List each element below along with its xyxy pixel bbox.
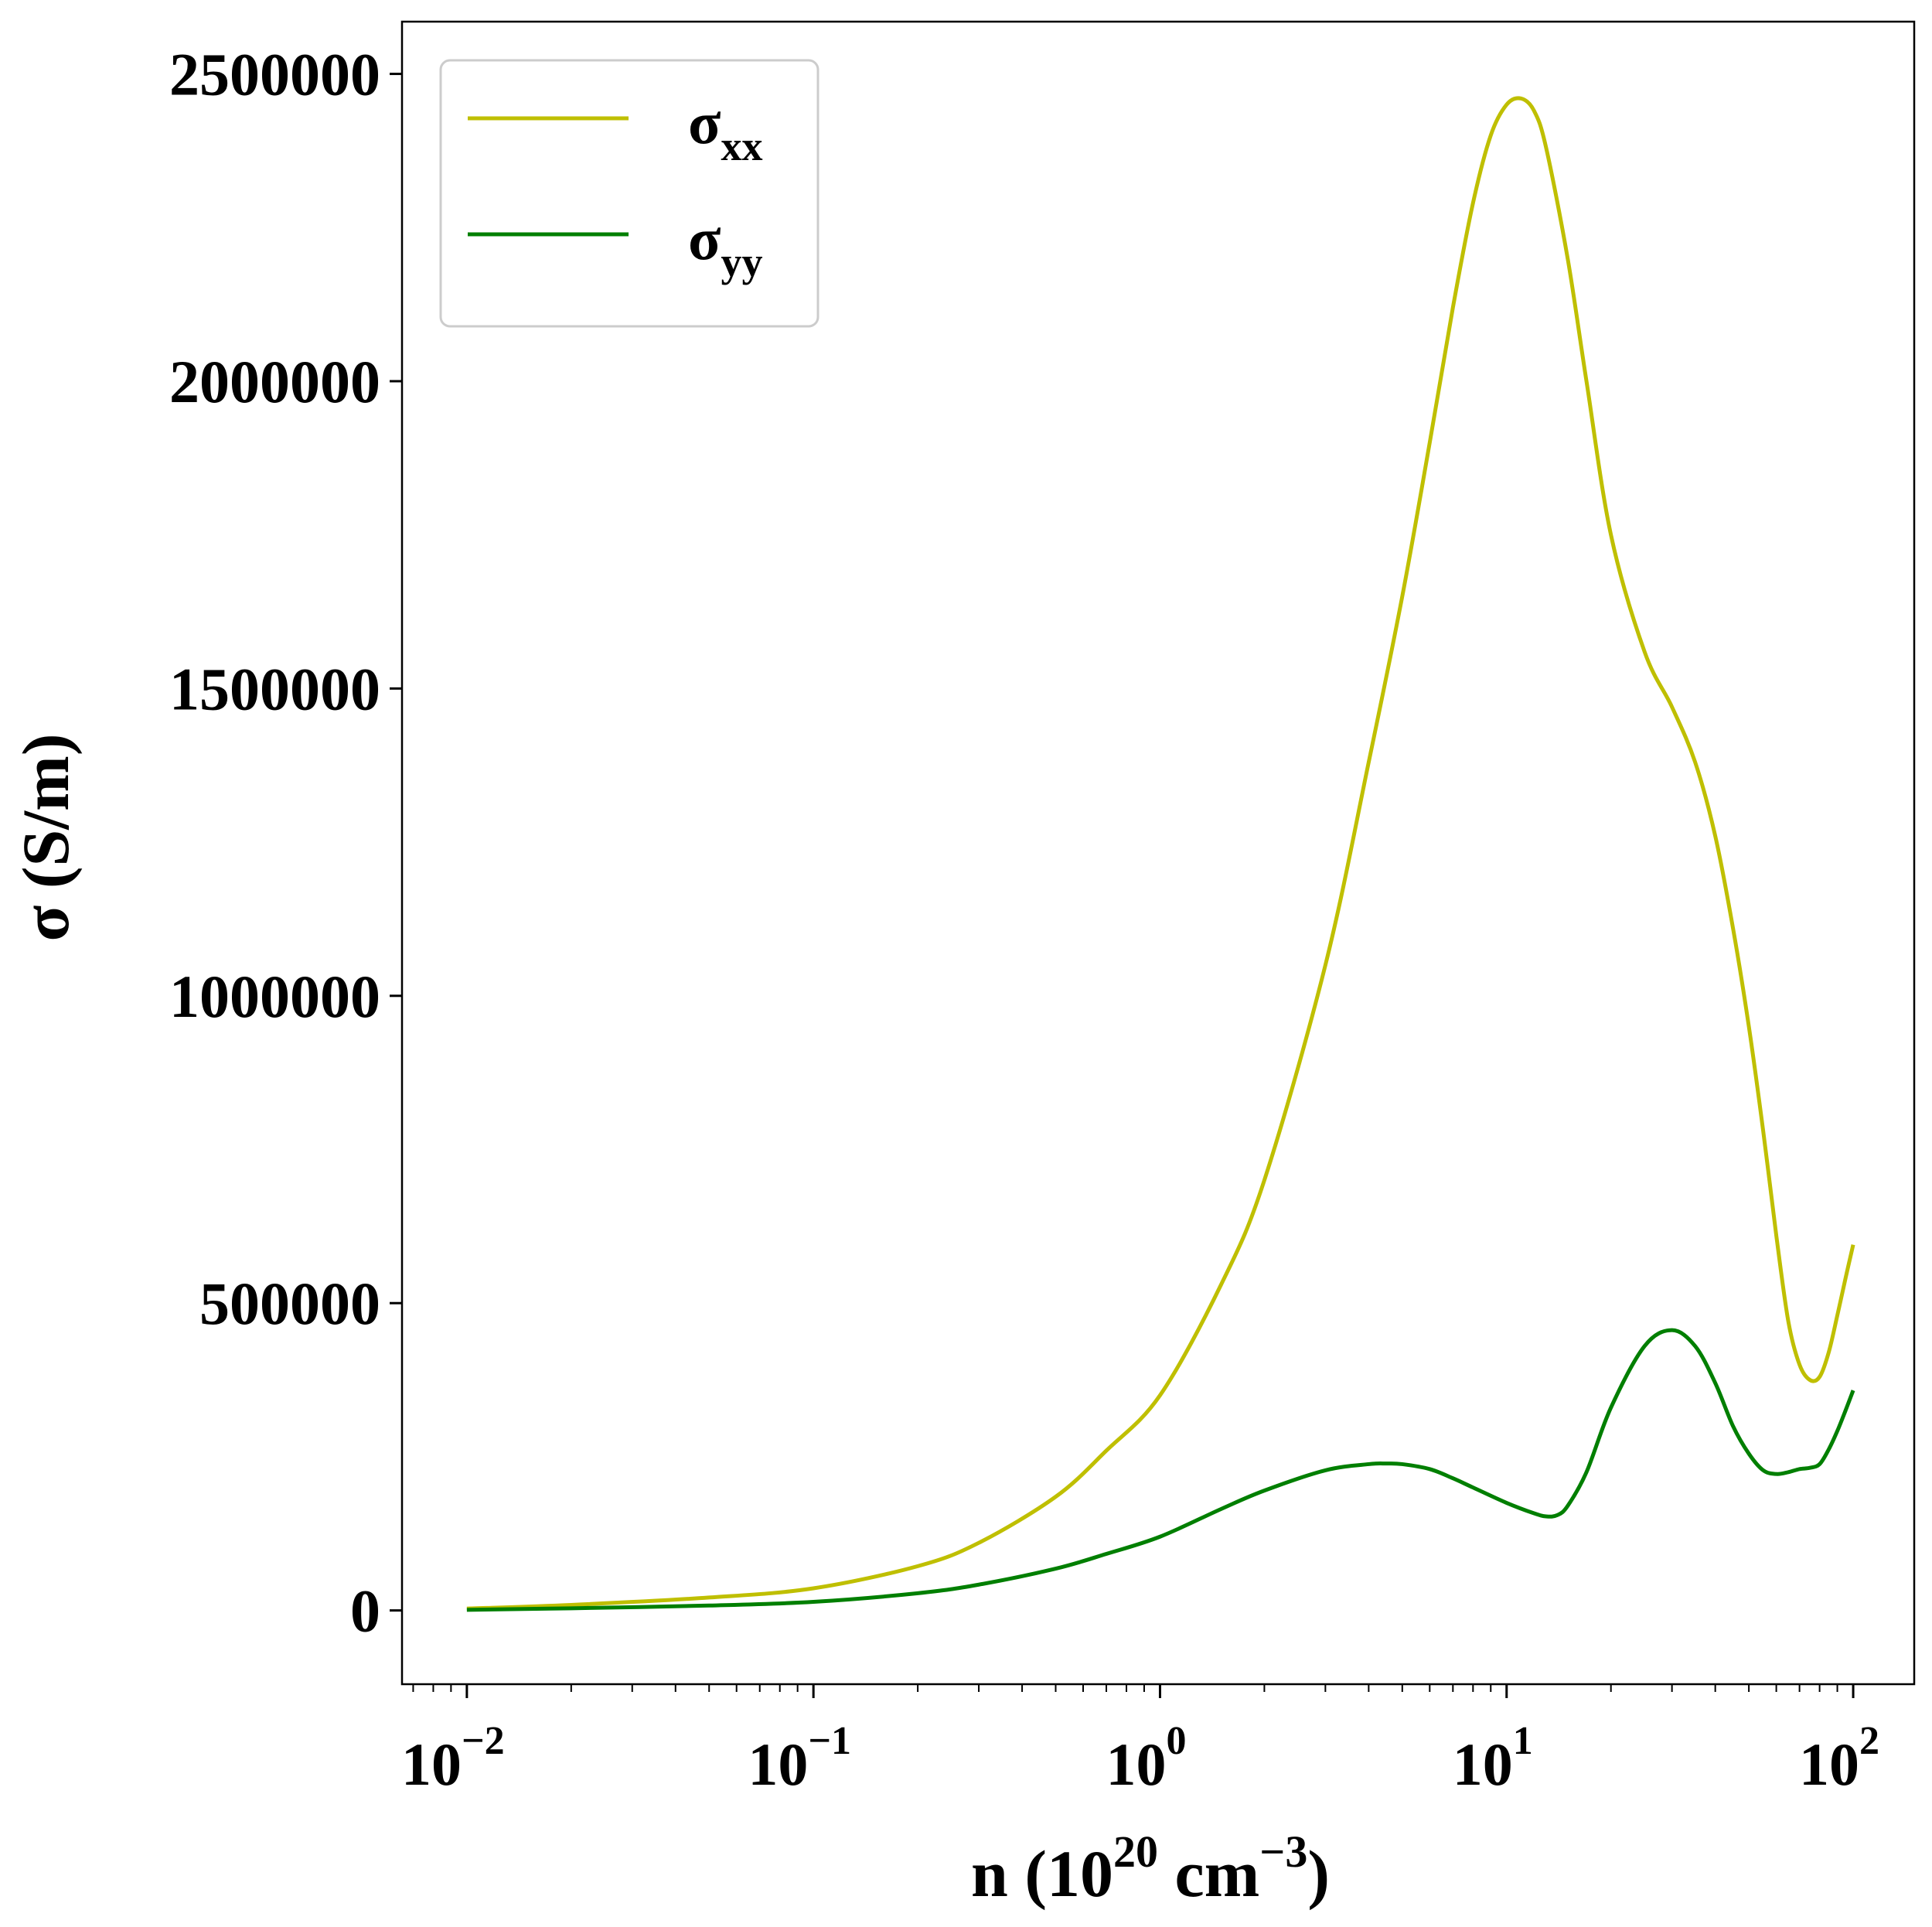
- y-axis-label: σ (S/m): [9, 734, 83, 942]
- y-tick-label: 2500000: [169, 41, 380, 108]
- y-tick-label: 1500000: [169, 655, 380, 722]
- x-tick-label: 100: [1106, 1719, 1186, 1798]
- legend-label-sigma-xx-base: σ: [688, 89, 721, 156]
- x-tick-label-exp: 2: [1859, 1719, 1879, 1763]
- x-axis-label-end: ): [1307, 1837, 1330, 1911]
- legend-label-sigma-yy-sub: yy: [721, 239, 762, 285]
- x-axis-label-exp2: −3: [1259, 1826, 1307, 1877]
- series-line-yy: [466, 1328, 1855, 1612]
- x-tick-label-exp: −1: [808, 1719, 851, 1763]
- series-line-xx: [466, 96, 1855, 1611]
- legend-label-sigma-xx: σxx: [688, 89, 762, 169]
- y-tick-label: 2000000: [169, 348, 380, 415]
- x-axis-label-exp1: 20: [1113, 1826, 1158, 1877]
- legend-box: [439, 59, 819, 328]
- x-tick-label-base: 10: [1106, 1731, 1166, 1798]
- x-tick-label-exp: 1: [1513, 1719, 1533, 1763]
- x-tick-label-base: 10: [1799, 1731, 1859, 1798]
- y-tick-label: 1000000: [169, 963, 380, 1030]
- legend-label-sigma-xx-sub: xx: [721, 123, 762, 169]
- y-tick-label: 0: [350, 1577, 380, 1645]
- legend: σxx σyy: [439, 59, 819, 328]
- x-axis-label-main: n (10: [971, 1837, 1113, 1911]
- x-tick-label-exp: −2: [462, 1719, 505, 1763]
- x-tick-label-base: 10: [748, 1731, 808, 1798]
- x-tick-label: 101: [1453, 1719, 1533, 1798]
- x-axis-ticks: 10−2 10−1 100 101 102: [401, 1684, 1879, 1798]
- y-tick-label: 500000: [199, 1270, 380, 1337]
- series-layer: [466, 96, 1855, 1612]
- x-tick-label-exp: 0: [1166, 1719, 1186, 1763]
- legend-label-sigma-yy: σyy: [688, 205, 762, 285]
- x-tick-label-base: 10: [1453, 1731, 1513, 1798]
- x-tick-label-base: 10: [401, 1731, 462, 1798]
- plot-frame: [400, 20, 1916, 1686]
- x-tick-label: 10−2: [401, 1719, 505, 1798]
- legend-label-sigma-yy-base: σ: [688, 205, 721, 272]
- y-axis-ticks: 0 500000 1000000 1500000 2000000 2500000: [169, 41, 402, 1645]
- x-axis-label: n (1020 cm−3): [971, 1826, 1330, 1911]
- x-tick-label: 102: [1799, 1719, 1879, 1798]
- x-axis-label-mid: cm: [1158, 1837, 1259, 1911]
- x-tick-label: 10−1: [748, 1719, 851, 1798]
